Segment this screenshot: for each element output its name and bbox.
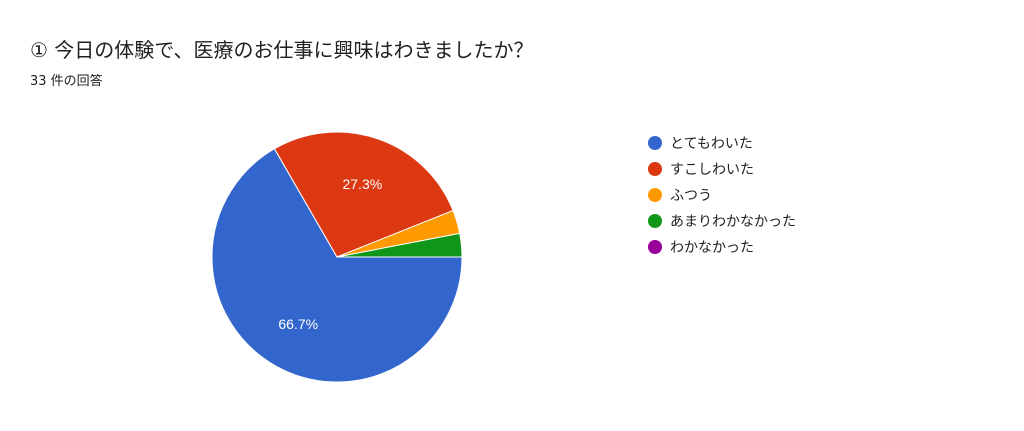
pie-slice-1[interactable] [273,131,454,258]
legend-label: とてもわいた [670,136,753,152]
legend-label: わかなかった [670,240,754,256]
legend-item[interactable]: すこしわいた [648,156,796,182]
legend-dot-icon [648,188,662,202]
legend-item[interactable]: あまりわかなかった [648,208,796,234]
legend-item[interactable]: とてもわいた [648,130,796,156]
legend-label: ふつう [670,188,712,204]
legend-item[interactable]: わかなかった [648,234,796,260]
legend-dot-icon [648,214,662,228]
legend-dot-icon [648,240,662,254]
legend-item[interactable]: ふつう [648,182,796,208]
legend-dot-icon [648,162,662,176]
pie-slice-0[interactable] [211,148,463,383]
response-count: 33 件の回答 [30,74,103,89]
legend-dot-icon [648,136,662,150]
legend-label: あまりわかなかった [670,214,796,230]
legend-label: すこしわいた [670,162,754,178]
slice-label: 27.3% [342,176,382,192]
legend: とてもわいた すこしわいた ふつうあまりわかなかった わかなかった [648,130,796,260]
slice-label: 66.7% [278,316,318,332]
question-title: ① 今日の体験で、医療のお仕事に興味はわきましたか？ [30,38,534,62]
pie-slice-3[interactable] [336,232,463,258]
